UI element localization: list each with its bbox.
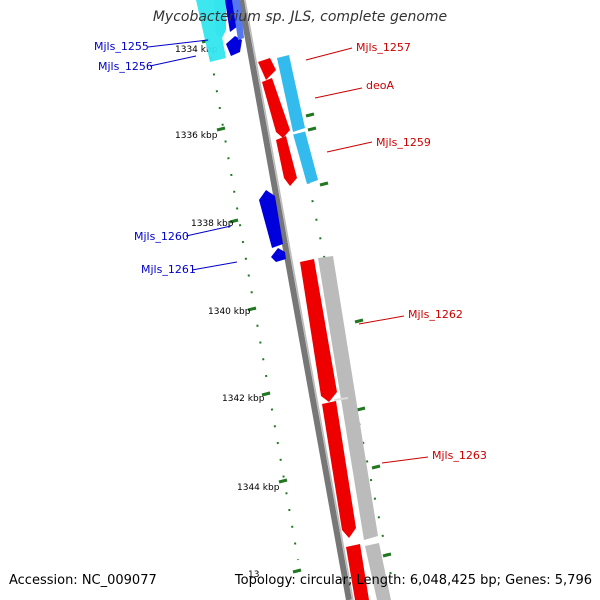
cds-mjls-1259 <box>293 131 318 184</box>
map-title: Mycobacterium sp. JLS, complete genome <box>152 9 448 25</box>
genome-summary-text: Topology: circular; Length: 6,048,425 bp… <box>234 573 592 588</box>
gene-mjls-1255-edge <box>232 0 244 40</box>
outer-major-tick-6 <box>382 552 392 558</box>
leader-l1263 <box>381 456 429 464</box>
gene-mjls-1263 <box>322 401 356 538</box>
gene-label-l1259: Mjls_1259 <box>376 136 431 149</box>
ruler-label-3: 1340 kbp <box>208 307 251 317</box>
cds-mjls-1257 <box>277 55 305 132</box>
gene-label-l1261: Mjls_1261 <box>141 263 196 276</box>
ruler-label-1: 1336 kbp <box>175 131 218 141</box>
gene-mjls-1257 <box>258 58 276 80</box>
leader-l1255 <box>147 39 209 48</box>
outer-major-tick-4 <box>356 406 366 412</box>
ruler-label-4: 1342 kbp <box>222 394 265 404</box>
cds-next <box>365 543 391 600</box>
leader-l1256 <box>149 55 197 67</box>
ruler-label-6: 13 <box>248 570 259 580</box>
gene-label-l1257: Mjls_1257 <box>356 41 411 54</box>
outer-major-tick-1 <box>307 126 317 132</box>
gene-label-l1255: Mjls_1255 <box>94 40 149 53</box>
backbone-highlight <box>244 0 354 600</box>
major-tick-6 <box>292 568 302 574</box>
leader-l1262 <box>358 315 405 325</box>
major-tick-4 <box>261 391 271 397</box>
cds-gap <box>290 129 308 135</box>
leader-ldeoA <box>314 87 363 99</box>
outer-major-tick-5 <box>371 464 381 470</box>
gene-mjls-1261 <box>271 248 286 262</box>
gene-mjls-1259 <box>276 136 297 186</box>
gene-label-l1260: Mjls_1260 <box>134 230 189 243</box>
gene-mjls-1262 <box>300 259 337 402</box>
major-tick-2 <box>229 218 239 224</box>
cds-mjls-1255 <box>196 0 226 62</box>
major-tick-3 <box>247 306 257 312</box>
cds-mjls-1255-b <box>214 0 226 38</box>
cds-divider <box>333 397 349 401</box>
leader-l1257 <box>305 47 353 61</box>
gene-next <box>346 544 369 600</box>
outer-major-tick-0 <box>305 112 315 118</box>
outer-major-tick-2 <box>319 181 329 187</box>
gene-deoA <box>262 78 290 138</box>
gene-mjls-1260 <box>259 190 283 248</box>
gene-label-l1256: Mjls_1256 <box>98 60 153 73</box>
gene-mjls-1256 <box>226 36 242 56</box>
ruler-label-5: 1344 kbp <box>237 483 280 493</box>
gene-label-ldeoA: deoA <box>366 79 394 92</box>
backbone-line <box>238 0 352 600</box>
major-tick-5 <box>278 478 288 484</box>
leader-l1260 <box>185 225 232 237</box>
gene-label-l1263: Mjls_1263 <box>432 449 487 462</box>
ruler-label-2: 1338 kbp <box>191 219 234 229</box>
ruler-label-0: 1334 kbp <box>175 45 218 55</box>
outer-major-tick-3 <box>354 318 364 324</box>
gene-label-l1262: Mjls_1262 <box>408 308 463 321</box>
leader-l1259 <box>326 141 373 153</box>
major-tick-1 <box>216 126 226 132</box>
leader-l1261 <box>191 261 238 271</box>
accession-text: Accession: NC_009077 <box>9 573 157 588</box>
